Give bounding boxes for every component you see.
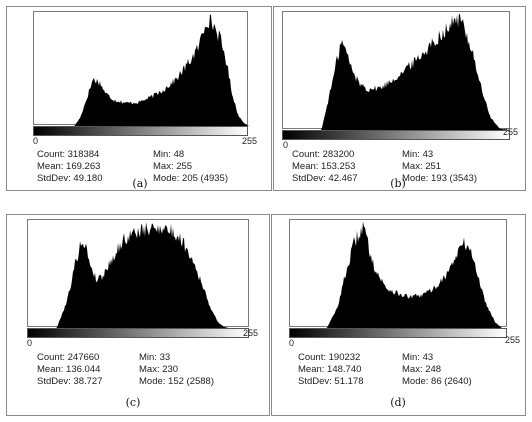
histogram-svg-d — [290, 220, 508, 328]
stat-min: Min: 43 — [402, 352, 472, 364]
gray-level-bar-a — [33, 126, 248, 136]
stats-left-b: Count: 283200 Mean: 153.253 StdDev: 42.4… — [292, 149, 358, 185]
panel-c: 0 255 Count: 247660 Mean: 136.044 StdDev… — [6, 214, 270, 416]
histogram-area-d — [290, 222, 508, 328]
axis-max-label-b: 255 — [503, 127, 518, 137]
stat-max: Max: 230 — [139, 364, 214, 376]
stat-count: Count: 318384 — [37, 149, 103, 161]
panel-a: 0 255 Count: 318384 Mean: 169.263 StdDev… — [6, 6, 272, 191]
stat-stddev: StdDev: 38.727 — [37, 376, 103, 388]
gray-level-bar-c — [27, 328, 249, 338]
axis-max-label-a: 255 — [242, 136, 257, 146]
stats-right-d: Min: 43 Max: 248 Mode: 86 (2640) — [402, 352, 472, 388]
axis-max-label-d: 255 — [505, 335, 520, 345]
stat-min: Min: 43 — [402, 149, 477, 161]
gray-level-bar-b — [282, 130, 510, 140]
histogram-plot-d — [289, 219, 507, 327]
stat-mode: Mode: 152 (2588) — [139, 376, 214, 388]
histogram-plot-a — [33, 11, 248, 125]
stat-max: Max: 251 — [402, 161, 477, 173]
stats-right-c: Min: 33 Max: 230 Mode: 152 (2588) — [139, 352, 214, 388]
stats-left-c: Count: 247660 Mean: 136.044 StdDev: 38.7… — [37, 352, 103, 388]
axis-min-label-c: 0 — [27, 338, 32, 348]
panel-caption-d: (d) — [378, 396, 418, 409]
histogram-svg-a — [34, 12, 249, 126]
stat-min: Min: 33 — [139, 352, 214, 364]
panel-caption-b: (b) — [378, 177, 418, 190]
stat-max: Max: 255 — [153, 161, 228, 173]
histogram-plot-c — [27, 219, 249, 327]
stats-right-a: Min: 48 Max: 255 Mode: 205 (4935) — [153, 149, 228, 185]
axis-min-label-d: 0 — [289, 338, 294, 348]
panel-d: 0 255 Count: 190232 Mean: 148.740 StdDev… — [271, 214, 526, 416]
stat-count: Count: 247660 — [37, 352, 103, 364]
stat-count: Count: 283200 — [292, 149, 358, 161]
stat-min: Min: 48 — [153, 149, 228, 161]
panel-b: 0 255 Count: 283200 Mean: 153.253 StdDev… — [273, 6, 526, 191]
gray-level-bar-d — [289, 328, 507, 338]
histogram-svg-c — [28, 220, 250, 328]
histogram-area-a — [34, 14, 249, 126]
axis-min-label-b: 0 — [283, 140, 288, 150]
stat-stddev: StdDev: 49.180 — [37, 173, 103, 185]
stat-stddev: StdDev: 42.467 — [292, 173, 358, 185]
stat-mean: Mean: 169.263 — [37, 161, 103, 173]
stat-max: Max: 248 — [402, 364, 472, 376]
stat-count: Count: 190232 — [298, 352, 364, 364]
stat-stddev: StdDev: 51.178 — [298, 376, 364, 388]
stats-left-d: Count: 190232 Mean: 148.740 StdDev: 51.1… — [298, 352, 364, 388]
histogram-svg-b — [283, 12, 511, 130]
stat-mean: Mean: 136.044 — [37, 364, 103, 376]
panel-caption-c: (c) — [113, 396, 153, 409]
stat-mode: Mode: 205 (4935) — [153, 173, 228, 185]
axis-max-label-c: 255 — [243, 328, 258, 338]
stat-mean: Mean: 153.253 — [292, 161, 358, 173]
histogram-area-b — [283, 14, 511, 131]
stat-mean: Mean: 148.740 — [298, 364, 364, 376]
stat-mode: Mode: 86 (2640) — [402, 376, 472, 388]
histogram-plot-b — [282, 11, 510, 129]
axis-min-label-a: 0 — [33, 136, 38, 146]
panel-caption-a: (a) — [120, 177, 160, 190]
stats-left-a: Count: 318384 Mean: 169.263 StdDev: 49.1… — [37, 149, 103, 185]
histogram-area-c — [28, 222, 250, 328]
